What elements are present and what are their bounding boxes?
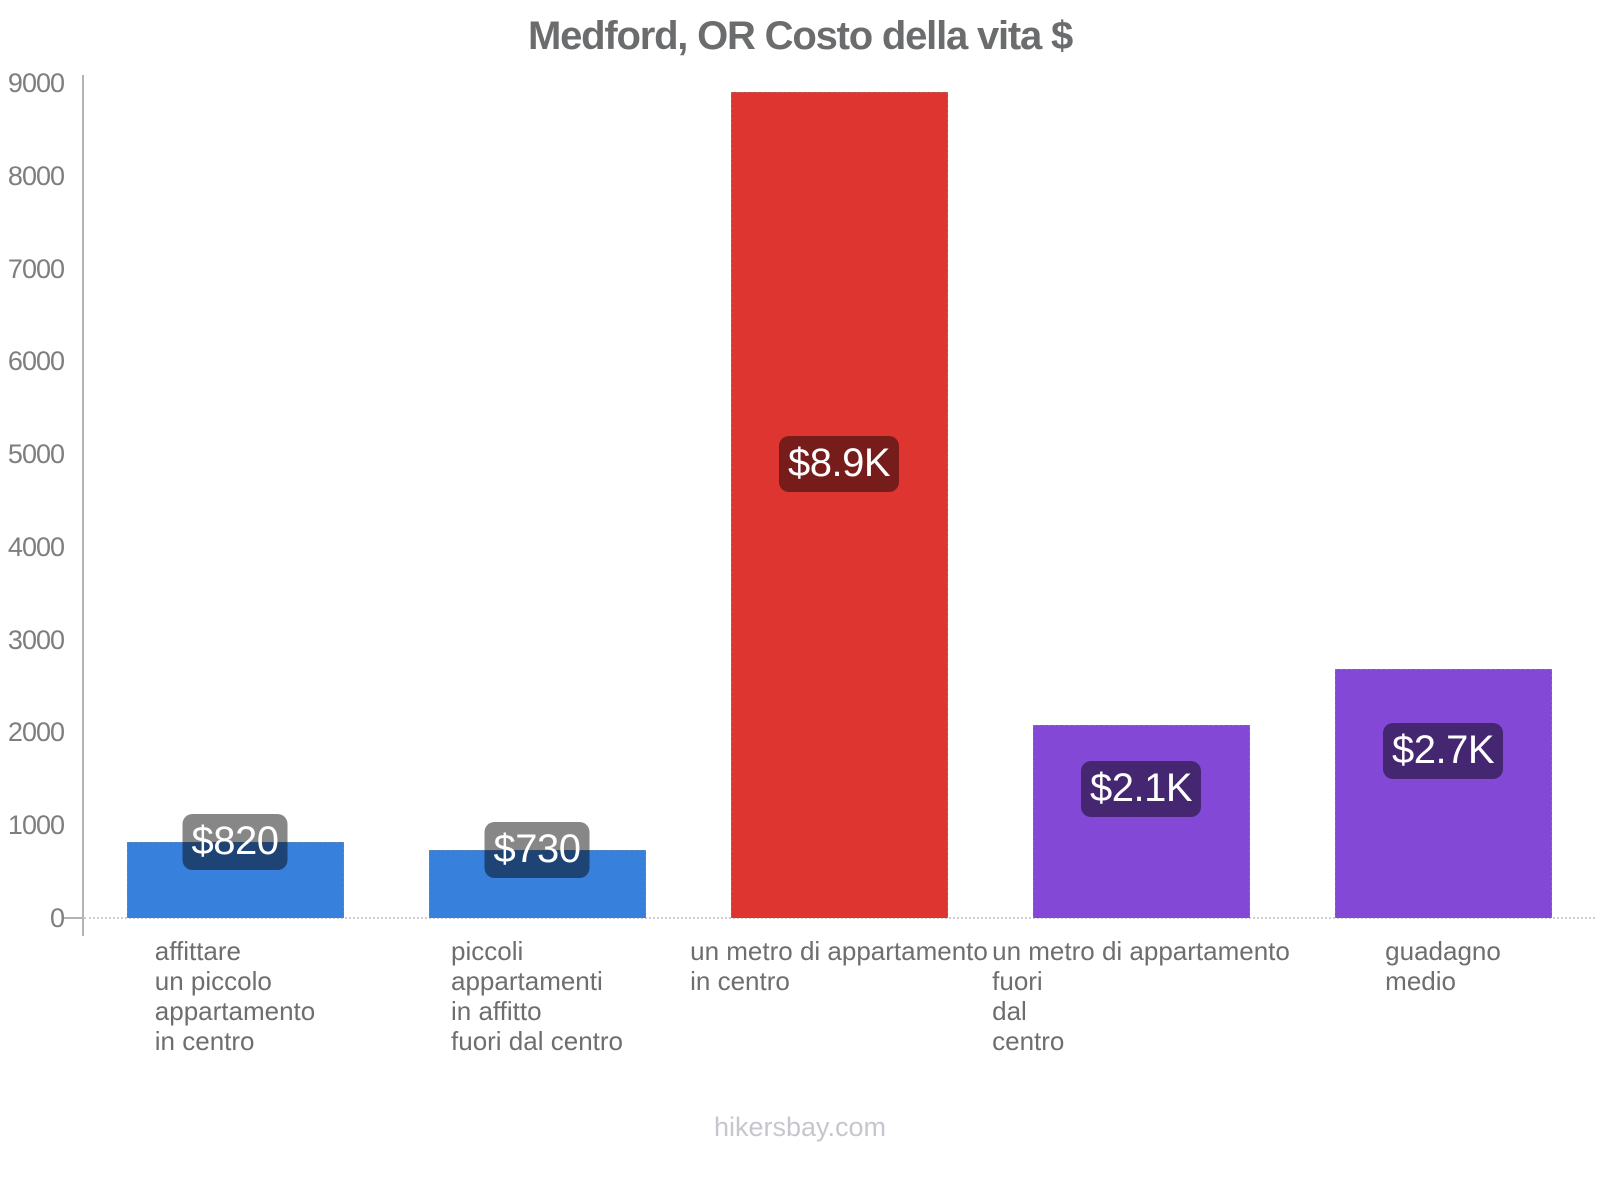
x-category-label-line: appartamenti (451, 966, 603, 996)
bar-value-badge: $820 (182, 813, 288, 870)
x-category-label-line: fuori (992, 966, 1043, 996)
x-category-label-line: medio (1385, 966, 1456, 996)
y-tick-label: 1000 (7, 810, 65, 841)
y-tick-label: 6000 (7, 346, 65, 377)
bar-5[interactable] (1334, 669, 1552, 918)
x-category-label-line: un piccolo (154, 966, 272, 996)
x-axis-baseline (84, 917, 1595, 919)
x-category-label: un metro di appartamento in centro (690, 936, 988, 996)
x-category-label-line: in centro (690, 966, 790, 996)
bar-1[interactable] (126, 841, 344, 918)
y-tick-label: 7000 (7, 253, 65, 284)
bar-value-badge: $2.7K (1382, 723, 1504, 780)
x-category-label: affittare un piccolo appartamento in centro (155, 936, 315, 1056)
y-tick-label: 5000 (7, 439, 65, 470)
bar-2[interactable] (428, 850, 646, 918)
y-tick-label: 2000 (7, 717, 65, 748)
x-category-label-line: piccoli (451, 936, 524, 966)
x-category-label-line: fuori dal centro (451, 1026, 623, 1056)
bar-value-badge: $8.9K (778, 435, 900, 492)
x-category-label: guadagno medio (1385, 936, 1501, 996)
x-category-label-line: un metro di appartamento (992, 936, 1290, 966)
bar-4[interactable] (1032, 725, 1250, 918)
watermark: hikersbay.com (713, 1112, 887, 1142)
bar-3[interactable] (730, 92, 948, 918)
y-tick-label: 0 (49, 903, 65, 933)
x-category-label: piccoli appartamenti in affitto fuori dal c… (451, 936, 623, 1056)
zero-tick-mark (64, 917, 83, 919)
y-tick-label: 4000 (7, 531, 65, 562)
y-tick-label: 9000 (7, 68, 65, 98)
y-axis-line (82, 75, 84, 936)
x-category-label-line: affittare (154, 936, 242, 966)
x-category-label-line: un metro di appartamento (690, 936, 988, 966)
x-category-label-line: appartamento (154, 996, 316, 1026)
y-tick-label: 8000 (7, 160, 65, 191)
x-category-label-line: centro (992, 1026, 1065, 1056)
x-category-label: un metro di appartamento fuori dal centro (992, 936, 1290, 1056)
bar-value-badge: $2.1K (1080, 760, 1202, 817)
chart-title: Medford, OR Costo della vita $ (527, 14, 1073, 58)
y-tick-label: 3000 (7, 624, 65, 655)
bar-value-badge: $730 (484, 822, 590, 879)
x-category-label-line: guadagno (1385, 936, 1501, 966)
x-category-label-line: in affitto (451, 996, 542, 1026)
x-category-label-line: in centro (154, 1026, 255, 1056)
x-category-label-line: dal (992, 996, 1027, 1026)
